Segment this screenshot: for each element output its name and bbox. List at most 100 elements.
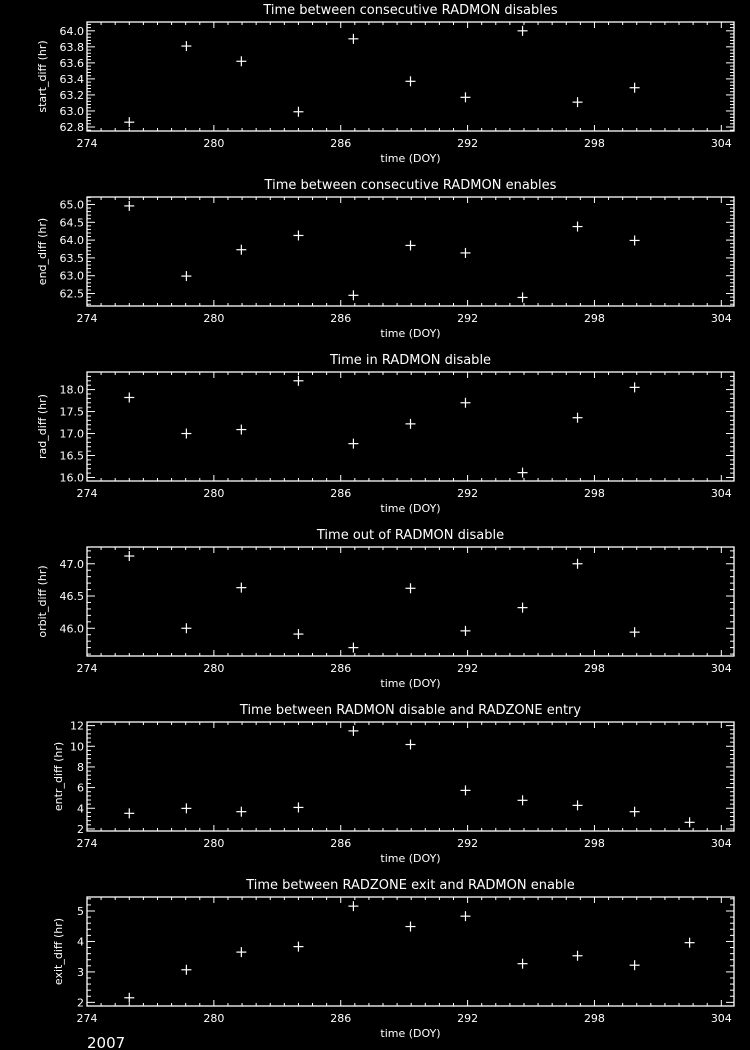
y-axis-label: entr_diff (hr) <box>52 742 65 811</box>
x-tick-label: 304 <box>711 487 732 500</box>
y-tick-label: 6 <box>77 782 84 795</box>
x-tick-label: 298 <box>584 837 605 850</box>
data-point <box>460 785 471 796</box>
y-tick-label: 10 <box>70 740 84 753</box>
data-point <box>293 375 304 386</box>
panel-title: Time between RADMON disable and RADZONE … <box>239 703 581 718</box>
plot-frame <box>86 371 735 482</box>
data-point <box>348 901 359 912</box>
y-tick-label: 17.5 <box>60 406 85 419</box>
data-point <box>460 911 471 922</box>
data-point <box>517 795 528 806</box>
panel-5: Time between RADMON disable and RADZONE … <box>52 703 735 865</box>
y-tick-label: 16.5 <box>60 450 85 463</box>
x-tick-label: 292 <box>457 487 478 500</box>
data-point <box>236 582 247 593</box>
data-point <box>517 958 528 969</box>
data-point <box>236 424 247 435</box>
x-axis-label: time (DOY) <box>380 852 440 865</box>
plot-frame <box>86 196 735 307</box>
data-point <box>572 950 583 961</box>
data-point <box>517 292 528 303</box>
y-tick-label: 63.8 <box>60 41 85 54</box>
y-tick-label: 2 <box>77 996 84 1009</box>
plot-frame <box>86 896 735 1007</box>
panel-2: Time between consecutive RADMON enables 2… <box>36 178 735 340</box>
y-tick-label: 62.8 <box>60 121 85 134</box>
y-tick-label: 46.0 <box>60 622 85 635</box>
data-point <box>405 739 416 750</box>
y-axis-label: end_diff (hr) <box>36 218 49 285</box>
x-axis-label: time (DOY) <box>380 152 440 165</box>
x-tick-label: 280 <box>203 662 224 675</box>
data-point <box>293 629 304 640</box>
data-point <box>684 817 695 828</box>
y-axis-label: orbit_diff (hr) <box>36 565 49 637</box>
data-point <box>124 392 135 403</box>
data-point <box>236 244 247 255</box>
y-tick-label: 47.0 <box>60 558 85 571</box>
data-point <box>405 921 416 932</box>
y-tick-label: 62.5 <box>60 288 85 301</box>
x-tick-label: 280 <box>203 487 224 500</box>
panel-title: Time between RADZONE exit and RADMON ena… <box>245 878 575 893</box>
panel-title: Time between consecutive RADMON enables <box>264 178 557 193</box>
data-point <box>348 33 359 44</box>
data-point <box>181 964 192 975</box>
data-point <box>181 803 192 814</box>
data-point <box>124 992 135 1003</box>
data-point <box>629 235 640 246</box>
x-tick-label: 304 <box>711 662 732 675</box>
x-tick-label: 280 <box>203 1012 224 1025</box>
y-axis-label: rad_diff (hr) <box>36 394 49 459</box>
x-tick-label: 292 <box>457 662 478 675</box>
y-tick-label: 63.2 <box>60 89 85 102</box>
x-tick-label: 286 <box>330 487 351 500</box>
y-axis-label: start_diff (hr) <box>36 40 49 112</box>
x-tick-label: 274 <box>77 312 98 325</box>
x-tick-label: 298 <box>584 137 605 150</box>
plot-frame <box>86 546 735 657</box>
data-point <box>572 800 583 811</box>
data-point <box>460 625 471 636</box>
data-point <box>629 82 640 93</box>
x-axis-label: time (DOY) <box>380 1027 440 1040</box>
plot-frame <box>86 21 735 132</box>
data-point <box>572 97 583 108</box>
data-point <box>348 642 359 653</box>
x-tick-label: 292 <box>457 1012 478 1025</box>
data-point <box>572 558 583 569</box>
data-point <box>405 240 416 251</box>
x-tick-label: 286 <box>330 1012 351 1025</box>
y-tick-label: 63.6 <box>60 57 85 70</box>
panel-1: Time between consecutive RADMON disables… <box>36 3 735 165</box>
data-point <box>517 467 528 478</box>
data-point <box>293 106 304 117</box>
x-tick-label: 274 <box>77 662 98 675</box>
x-tick-label: 274 <box>77 137 98 150</box>
x-tick-label: 274 <box>77 1012 98 1025</box>
data-point <box>348 290 359 301</box>
y-tick-label: 64.5 <box>60 216 85 229</box>
y-tick-label: 64.0 <box>60 25 85 38</box>
data-point <box>293 230 304 241</box>
x-tick-label: 304 <box>711 837 732 850</box>
x-tick-label: 286 <box>330 837 351 850</box>
data-point <box>517 25 528 36</box>
data-point <box>460 92 471 103</box>
data-point <box>181 428 192 439</box>
x-tick-label: 280 <box>203 312 224 325</box>
panel-3: Time in RADMON disable 274 280 286 292 298 304… <box>36 353 735 515</box>
panel-title: Time between consecutive RADMON disables <box>262 3 558 18</box>
data-point <box>124 200 135 211</box>
data-point <box>460 247 471 258</box>
panel-title: Time in RADMON disable <box>329 353 491 368</box>
x-tick-label: 280 <box>203 137 224 150</box>
data-point <box>629 627 640 638</box>
y-tick-label: 8 <box>77 761 84 774</box>
data-point <box>405 76 416 87</box>
data-point <box>236 806 247 817</box>
data-point <box>405 583 416 594</box>
y-tick-label: 63.0 <box>60 105 85 118</box>
data-point <box>293 802 304 813</box>
